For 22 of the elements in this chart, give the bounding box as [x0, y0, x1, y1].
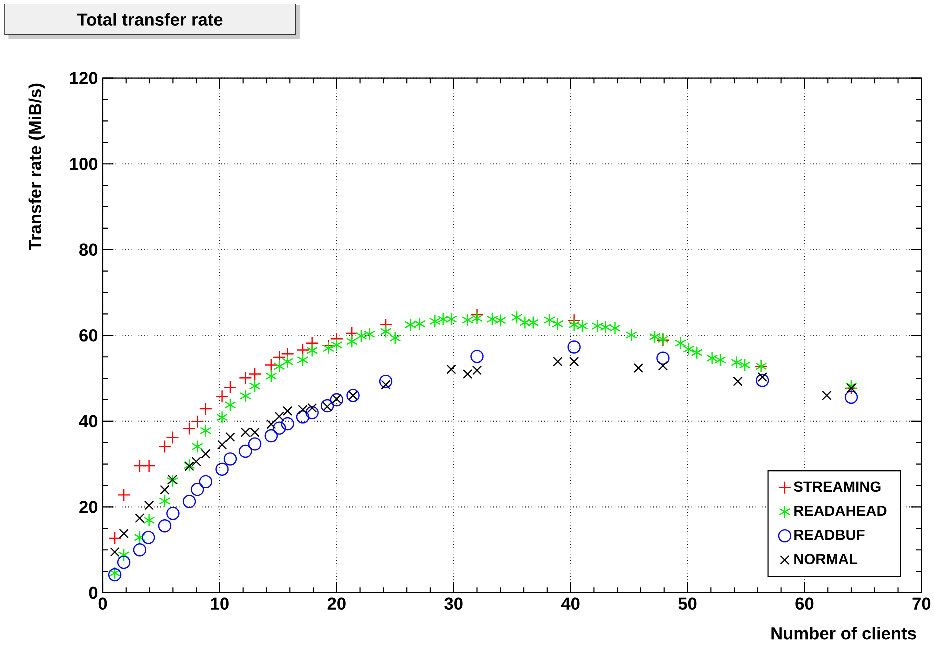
y-axis-title: Transfer rate (MiB/s) — [28, 84, 45, 250]
y-tick-label: 20 — [80, 501, 98, 514]
x-axis-title: Number of clients — [772, 627, 916, 640]
x-tick-label: 10 — [211, 598, 229, 610]
x-tick-label: 50 — [678, 598, 697, 610]
y-tick-label: 0 — [89, 586, 98, 600]
y-tick-label: 80 — [80, 244, 98, 256]
legend-label: READBUF — [794, 530, 865, 540]
y-tick-label: 120 — [70, 72, 98, 84]
legend-label: NORMAL — [794, 554, 858, 565]
x-tick-label: 30 — [444, 598, 463, 610]
y-tick-label: 40 — [79, 415, 98, 428]
legend-label: READAHEAD — [794, 506, 887, 516]
x-tick-label: 40 — [561, 598, 580, 610]
legend-label: STREAMING — [794, 482, 881, 492]
chart-title: Total transfer rate — [77, 13, 223, 26]
y-tick-label: 60 — [80, 330, 98, 342]
x-tick-label: 60 — [796, 598, 814, 610]
y-tick-label: 100 — [70, 158, 98, 170]
x-tick-label: 70 — [912, 598, 931, 610]
x-tick-label: 20 — [328, 598, 346, 610]
x-tick-label: 0 — [98, 598, 108, 610]
